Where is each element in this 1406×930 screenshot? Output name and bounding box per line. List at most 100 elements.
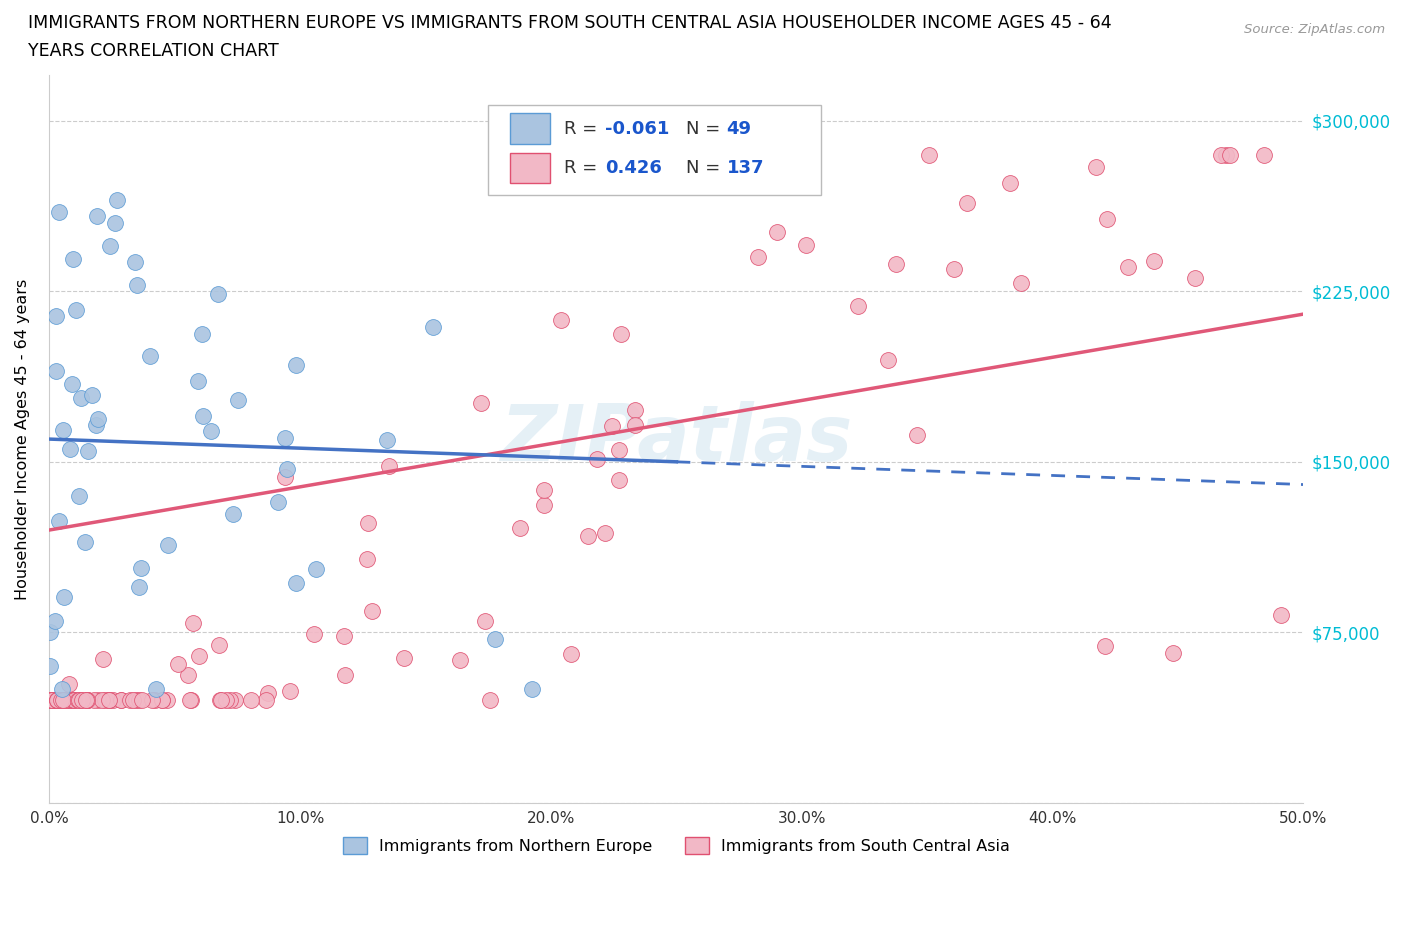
Point	[58, 677, 80, 692]
Point	[59, 442, 82, 457]
Point	[120, 693, 142, 708]
Point	[58, 693, 80, 708]
Point	[215, 693, 238, 708]
Point	[267, 495, 290, 510]
Point	[98, 693, 121, 708]
Point	[131, 693, 153, 708]
Point	[97, 693, 120, 708]
Point	[998, 176, 1021, 191]
Point	[44, 693, 66, 708]
Point	[226, 393, 249, 408]
Point	[285, 357, 308, 372]
Point	[62, 693, 84, 708]
Point	[60, 377, 83, 392]
Text: YEARS CORRELATION CHART: YEARS CORRELATION CHART	[28, 42, 278, 60]
Point	[219, 693, 242, 708]
Point	[394, 651, 416, 666]
Point	[183, 616, 205, 631]
Point	[1143, 254, 1166, 269]
Text: 137: 137	[727, 159, 763, 177]
Point	[877, 352, 900, 367]
Point	[98, 238, 121, 253]
Point	[86, 208, 108, 223]
Point	[145, 682, 167, 697]
Point	[124, 693, 146, 708]
Point	[41, 693, 63, 708]
Point	[44, 693, 66, 708]
Point	[474, 614, 496, 629]
Point	[600, 418, 623, 433]
Point	[470, 395, 492, 410]
FancyBboxPatch shape	[488, 104, 821, 195]
Point	[84, 418, 107, 432]
Point	[91, 651, 114, 666]
Point	[67, 489, 90, 504]
Point	[607, 442, 630, 457]
Point	[45, 693, 67, 708]
Point	[52, 693, 75, 708]
Point	[479, 693, 502, 708]
Text: N =: N =	[686, 159, 727, 177]
Point	[1095, 212, 1118, 227]
Point	[48, 513, 70, 528]
Point	[177, 668, 200, 683]
Point	[94, 693, 117, 708]
Point	[150, 693, 173, 708]
Point	[46, 693, 69, 708]
Point	[62, 251, 84, 266]
Point	[39, 693, 62, 708]
Point	[191, 326, 214, 341]
Point	[224, 693, 246, 708]
Point	[55, 693, 77, 708]
Point	[1010, 275, 1032, 290]
Point	[128, 693, 150, 708]
Point	[39, 659, 62, 674]
Point	[45, 693, 67, 708]
Point	[623, 403, 645, 418]
Point	[52, 693, 75, 708]
Point	[209, 693, 232, 708]
Point	[70, 693, 93, 708]
Point	[45, 693, 67, 708]
Point	[257, 685, 280, 700]
Point	[765, 225, 787, 240]
Point	[139, 348, 162, 363]
Point	[918, 148, 941, 163]
Point	[45, 364, 67, 379]
Point	[274, 469, 297, 484]
Point	[593, 525, 616, 540]
Point	[83, 693, 105, 708]
Point	[167, 657, 190, 671]
Point	[60, 693, 83, 708]
Point	[607, 472, 630, 487]
Point	[179, 693, 201, 708]
Point	[207, 286, 229, 301]
Point	[48, 205, 70, 219]
Point	[44, 693, 66, 708]
Point	[44, 693, 66, 708]
Point	[44, 614, 66, 629]
Point	[187, 649, 209, 664]
Point	[578, 529, 600, 544]
Point	[156, 537, 179, 551]
Point	[375, 432, 398, 447]
Point	[51, 693, 73, 708]
Text: ZIPatlas: ZIPatlas	[501, 401, 852, 477]
Point	[276, 461, 298, 476]
Point	[1184, 270, 1206, 285]
Point	[76, 693, 98, 708]
Point	[129, 561, 152, 576]
Point	[1209, 148, 1232, 163]
Point	[221, 507, 243, 522]
Point	[200, 423, 222, 438]
Point	[38, 693, 60, 708]
Point	[125, 277, 148, 292]
Point	[60, 693, 83, 708]
Point	[586, 452, 609, 467]
Point	[284, 576, 307, 591]
Point	[378, 458, 401, 473]
FancyBboxPatch shape	[509, 113, 550, 144]
Point	[121, 693, 143, 708]
Point	[1094, 639, 1116, 654]
Text: Source: ZipAtlas.com: Source: ZipAtlas.com	[1244, 23, 1385, 36]
